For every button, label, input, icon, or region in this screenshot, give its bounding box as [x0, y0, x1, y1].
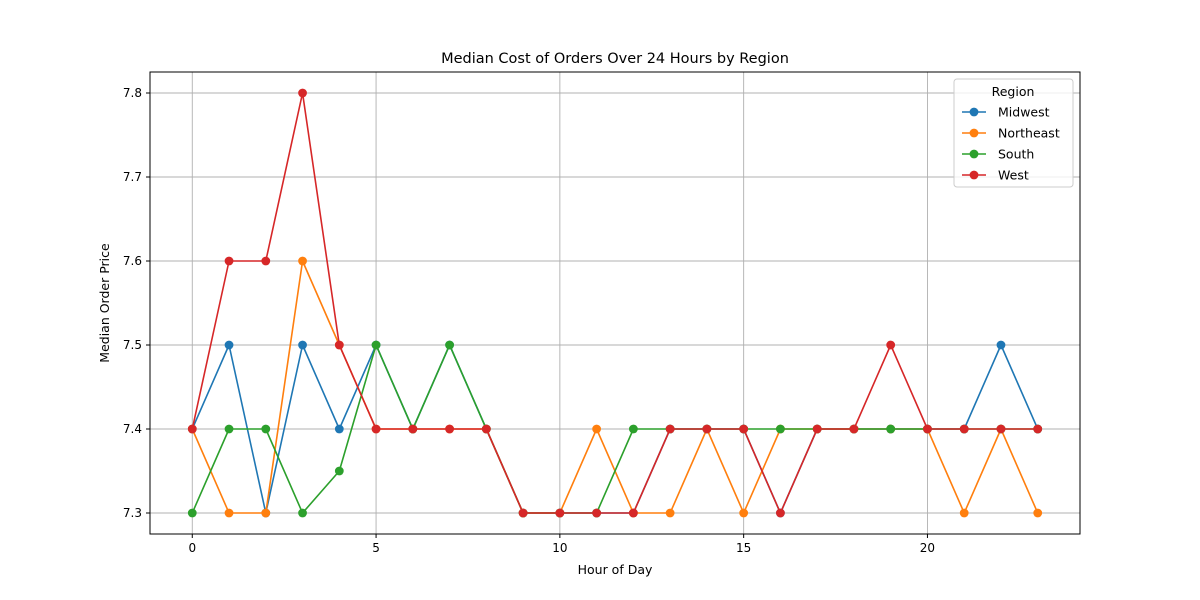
data-point-west-7	[445, 424, 454, 434]
chart-title: Median Cost of Orders Over 24 Hours by R…	[441, 51, 789, 67]
data-point-west-19	[886, 340, 896, 350]
legend-title: Region	[992, 84, 1035, 99]
data-point-west-12	[628, 508, 638, 518]
data-point-northeast-2	[261, 508, 271, 518]
series-west	[187, 88, 1043, 518]
data-point-west-4	[334, 340, 344, 350]
data-point-west-18	[849, 424, 859, 434]
data-point-west-8	[481, 424, 491, 434]
data-point-south-0	[187, 508, 197, 518]
grid-lines	[150, 72, 1080, 534]
data-point-west-2	[261, 256, 271, 266]
x-tick-label-0: 0	[188, 541, 196, 555]
series-northeast	[187, 256, 1043, 518]
data-point-west-22	[996, 424, 1006, 434]
data-point-midwest-22	[996, 340, 1006, 350]
data-point-west-20	[923, 424, 932, 434]
y-tick-label-5: 7.8	[123, 86, 142, 100]
legend-item-northeast: Northeast	[962, 126, 1060, 141]
legend-box	[953, 78, 1074, 188]
data-point-south-5	[371, 340, 381, 350]
y-tick-label-0: 7.3	[123, 506, 142, 520]
data-point-midwest-3	[298, 340, 307, 350]
legend-label-south: South	[998, 147, 1034, 162]
x-tick-label-4: 20	[920, 541, 935, 555]
data-point-south-2	[261, 424, 271, 434]
legend-item-south: South	[962, 147, 1034, 162]
data-point-west-11	[592, 508, 602, 518]
legend-marker-northeast	[969, 128, 979, 138]
plot-series	[187, 88, 1043, 518]
legend-marker-midwest	[969, 107, 979, 117]
data-point-south-3	[298, 508, 307, 518]
data-point-west-10	[555, 508, 565, 518]
data-point-west-23	[1033, 424, 1043, 434]
data-point-west-13	[665, 424, 675, 434]
data-point-midwest-4	[334, 424, 344, 434]
data-point-midwest-1	[224, 340, 234, 350]
data-point-south-19	[886, 424, 896, 434]
legend-label-west: West	[998, 168, 1029, 183]
data-point-west-17	[812, 424, 822, 434]
legend-item-midwest: Midwest	[962, 105, 1050, 120]
legend-marker-west	[969, 170, 979, 180]
legend: Region Midwest Northeast South West	[953, 78, 1074, 188]
x-tick-label-3: 15	[736, 541, 751, 555]
legend-label-midwest: Midwest	[998, 105, 1050, 120]
legend-item-west: West	[962, 168, 1029, 183]
data-point-south-12	[628, 424, 638, 434]
legend-marker-south	[969, 149, 979, 159]
data-point-south-7	[445, 340, 454, 350]
axes	[146, 71, 1081, 538]
y-axis-label: Median Order Price	[97, 243, 112, 363]
data-point-west-1	[224, 256, 234, 266]
data-point-northeast-13	[665, 508, 675, 518]
y-tick-label-4: 7.7	[123, 170, 142, 184]
y-tick-label-2: 7.5	[123, 338, 142, 352]
series-line-northeast	[191, 260, 1039, 515]
y-tick-label-3: 7.6	[123, 254, 142, 268]
data-point-west-9	[518, 508, 528, 518]
data-point-northeast-11	[592, 424, 602, 434]
data-point-west-5	[371, 424, 381, 434]
data-point-west-0	[187, 424, 197, 434]
x-tick-label-2: 10	[552, 541, 567, 555]
legend-items: Midwest Northeast South West	[962, 105, 1060, 183]
data-point-south-16	[776, 424, 785, 434]
y-tick-label-1: 7.4	[123, 422, 142, 436]
data-point-northeast-21	[959, 508, 969, 518]
x-axis-label: Hour of Day	[578, 562, 653, 577]
x-tick-label-1: 5	[372, 541, 380, 555]
data-point-west-14	[702, 424, 712, 434]
data-point-northeast-1	[224, 508, 234, 518]
plot-frame	[149, 71, 1081, 535]
data-point-northeast-3	[298, 256, 307, 266]
data-point-south-4	[334, 466, 344, 476]
series-line-south	[191, 344, 1039, 515]
data-point-west-6	[408, 424, 418, 434]
data-point-south-1	[224, 424, 234, 434]
tick-labels: 0 5 10 15 20 7.3 7.4 7.5 7.6 7.7 7.8	[123, 86, 935, 555]
data-point-west-15	[739, 424, 749, 434]
series-line-west	[191, 92, 1039, 514]
data-point-northeast-15	[739, 508, 749, 518]
data-point-west-16	[776, 508, 785, 518]
data-point-west-3	[298, 88, 307, 98]
legend-label-northeast: Northeast	[998, 126, 1060, 141]
data-point-northeast-23	[1033, 508, 1043, 518]
data-point-west-21	[959, 424, 969, 434]
